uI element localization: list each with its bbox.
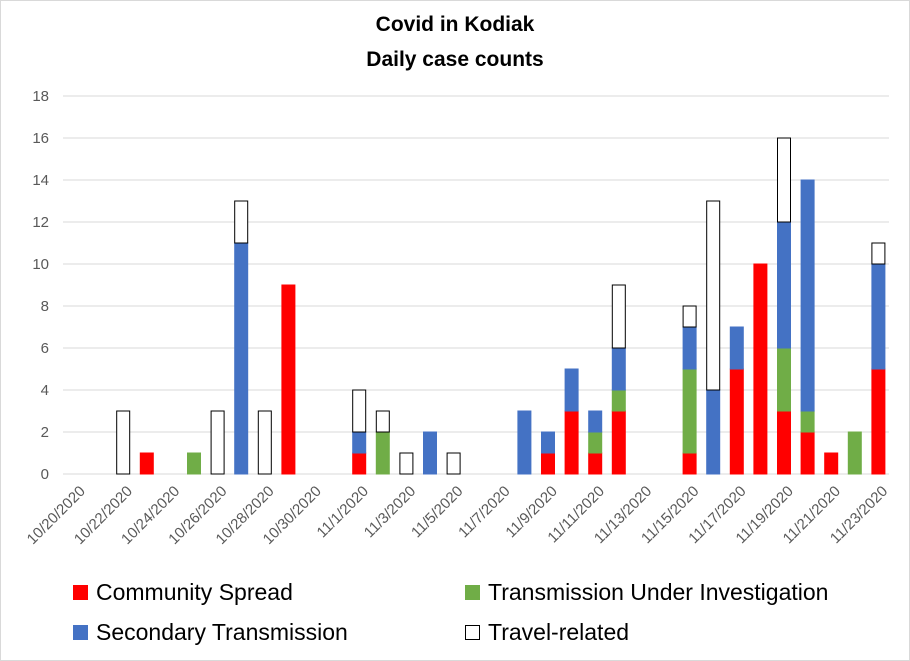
bar-segment [541, 452, 555, 475]
bar-segment [611, 284, 626, 349]
legend-item: Transmission Under Investigation [465, 577, 828, 607]
y-tick-label: 14 [32, 172, 49, 189]
y-tick-label: 16 [32, 130, 49, 147]
bar-segment [588, 452, 603, 475]
bar-segment [564, 410, 579, 475]
bar-segment [234, 200, 249, 244]
bar-segment [753, 263, 768, 475]
bar-segment [234, 242, 249, 475]
bar-segment [777, 347, 791, 412]
bar-segment [871, 242, 886, 265]
bar-segment [187, 452, 201, 475]
bar-segment [682, 326, 697, 370]
bar-segment [281, 284, 296, 475]
bar-segment [682, 368, 697, 454]
legend-label: Transmission Under Investigation [488, 578, 829, 605]
y-tick-label: 4 [41, 382, 49, 399]
plot-area: 02468101214161810/20/202010/22/202010/24… [24, 88, 892, 548]
legend-item: Community Spread [73, 577, 293, 607]
bar-segment [564, 368, 579, 412]
bar-segment [800, 431, 815, 475]
bar-segment [352, 452, 367, 475]
bar-segment [116, 410, 131, 475]
bar-segment [777, 137, 791, 223]
chart-subtitle: Daily case counts [366, 48, 544, 71]
bar-segment [399, 452, 414, 475]
bar-segment [541, 431, 555, 454]
y-tick-label: 6 [41, 340, 49, 357]
y-tick-label: 0 [41, 466, 49, 483]
y-tick-label: 8 [41, 298, 49, 315]
bar-segment [800, 410, 815, 433]
chart-title: Covid in Kodiak [375, 13, 535, 36]
bar-segment [423, 431, 437, 475]
bar-segment [706, 200, 721, 391]
bar-segment [682, 452, 697, 475]
bar-segment [847, 431, 862, 475]
legend-swatch [73, 624, 88, 640]
bar-segment [777, 410, 791, 475]
bar-segment [729, 368, 744, 475]
y-tick-label: 12 [32, 214, 49, 231]
bar-segment [352, 389, 367, 433]
legend-item: Travel-related [465, 617, 629, 647]
bar-segment [352, 431, 367, 454]
y-tick-label: 10 [32, 256, 49, 273]
bar-segment [375, 431, 390, 475]
bar-segment [588, 431, 603, 454]
y-tick-label: 18 [32, 88, 49, 105]
bar-segment [682, 305, 697, 328]
bar-segment [824, 452, 839, 475]
legend-label: Secondary Transmission [96, 618, 348, 645]
legend-label: Travel-related [488, 618, 630, 645]
legend-item: Secondary Transmission [73, 617, 348, 647]
bar-segment [588, 410, 603, 433]
bar-segment [517, 410, 532, 475]
bar-segment [139, 452, 154, 475]
bar-segment [871, 263, 886, 370]
bar-segment [611, 347, 626, 391]
bar-segment [210, 410, 225, 475]
bar-segment [375, 410, 390, 433]
bar-segment [611, 389, 626, 412]
legend-label: Community Spread [96, 578, 293, 605]
bar-segment [446, 452, 461, 475]
bar-segment [871, 368, 886, 475]
bar-segment [706, 389, 721, 475]
bar-segment [800, 179, 815, 412]
bar-segment [257, 410, 272, 475]
bar-segment [777, 221, 791, 349]
legend-swatch [465, 624, 480, 640]
legend-swatch [73, 584, 88, 600]
bar-segment [611, 410, 626, 475]
bar-segment [729, 326, 744, 370]
legend-swatch [465, 584, 480, 600]
y-tick-label: 2 [41, 424, 49, 441]
